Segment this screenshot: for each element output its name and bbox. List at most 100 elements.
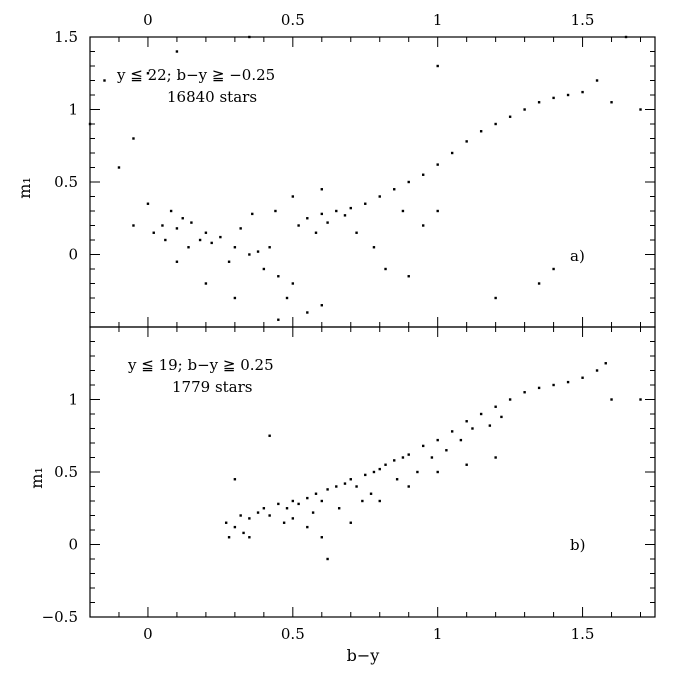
panel-a-point <box>393 188 396 191</box>
panel-b-point <box>291 499 295 503</box>
panel-b-point <box>459 438 463 442</box>
panel-a-point <box>227 260 231 263</box>
panel-b-point <box>343 482 347 485</box>
panel-a-point <box>364 202 367 205</box>
panel-a-point <box>436 64 439 68</box>
panel-a-point <box>291 282 295 285</box>
panel-a-point <box>422 224 425 227</box>
panel-b-point <box>523 391 526 394</box>
panel-b-x-tick-label: 0 <box>143 625 153 643</box>
panel-a-point <box>181 217 184 220</box>
panel-b-point <box>566 380 570 384</box>
panel-a-point <box>306 217 309 220</box>
panel-b-point <box>416 470 419 474</box>
panel-a-point <box>117 166 121 169</box>
panel-b-annotation-line-2: 1779 stars <box>172 378 252 396</box>
panel-b-point <box>508 398 512 401</box>
panel-b-annotation-line-1: y ≦ 19; b−y ≧ 0.25 <box>127 356 274 374</box>
panel-a-point <box>132 137 135 140</box>
panel-a-point <box>187 246 190 249</box>
panel-a-point <box>422 173 425 176</box>
panel-b-point <box>285 507 289 510</box>
panel-b-x-tick-label: 1 <box>433 625 443 643</box>
panel-b-point <box>445 449 448 452</box>
panel-a-point <box>262 267 266 271</box>
panel-b-points <box>224 362 642 561</box>
panel-b-point <box>314 492 318 495</box>
panel-b-point <box>465 420 468 423</box>
panel-b-point <box>422 444 425 448</box>
panel-b-point <box>335 485 338 488</box>
panel-a-point <box>384 267 387 271</box>
panel-a-point <box>581 90 584 94</box>
panel-a-point <box>494 122 497 126</box>
panel-a-y-tick-label: 1 <box>68 101 78 119</box>
panel-b-point <box>595 369 599 372</box>
panel-b-point <box>233 525 237 529</box>
panel-a-point <box>436 163 439 166</box>
panel-b-point <box>268 514 271 517</box>
panel-a-point <box>335 209 338 213</box>
panel-a-point <box>164 238 167 242</box>
panel-b-y-tick-label: −0.5 <box>42 608 78 626</box>
panel-b-point <box>500 415 503 419</box>
panel-b-point <box>494 456 497 459</box>
panel-a-point <box>277 275 280 278</box>
panel-b-point <box>311 511 315 514</box>
panel-a-point <box>566 93 570 97</box>
panel-b-point <box>369 492 373 495</box>
panel-a-label: a) <box>570 247 585 265</box>
panel-a-point <box>508 115 512 118</box>
panel-b-point <box>552 383 555 387</box>
panel-a-y-tick-label: 0 <box>68 246 78 264</box>
panel-b-point <box>242 531 245 535</box>
panel-a-x-tick-label-top: 1.5 <box>571 11 595 29</box>
panel-b-point <box>488 424 492 427</box>
panel-a-point <box>523 108 526 111</box>
panel-a-point <box>372 246 376 249</box>
panel-b-point <box>320 536 323 539</box>
panel-a-point <box>436 209 439 213</box>
panel-a-point <box>277 318 280 321</box>
panel-a-point <box>401 209 405 213</box>
panel-a-point <box>268 246 271 249</box>
panel-b-point <box>401 456 405 459</box>
panel-b-point <box>361 499 364 503</box>
panel-b-point <box>581 376 584 379</box>
panel-b-point <box>471 427 474 430</box>
panel-a-point <box>233 296 237 300</box>
panel-a-y-tick-label: 1.5 <box>54 28 78 46</box>
panel-a-point <box>343 214 347 217</box>
panel-a-point <box>537 282 541 285</box>
panel-a-point <box>320 304 323 307</box>
panel-b-x-tick-label: 1.5 <box>571 625 595 643</box>
panel-b-point <box>393 459 396 462</box>
panel-a-point <box>595 79 599 82</box>
panel-a-point <box>297 224 300 227</box>
panel-a-point <box>306 311 309 314</box>
panel-b-point <box>306 496 309 500</box>
panel-a-point <box>552 96 555 100</box>
panel-b-ylabel: m₁ <box>27 467 46 489</box>
panel-b-point <box>378 467 381 471</box>
panel-a-point <box>161 224 164 227</box>
panel-a-point <box>146 202 150 205</box>
panel-a-point <box>239 227 242 230</box>
panel-b-point <box>239 514 242 517</box>
panel-b-xlabel: b−y <box>347 646 380 665</box>
panel-b-point <box>306 525 309 529</box>
panel-b-point <box>450 430 454 433</box>
panel-a-x-tick-label-top: 0 <box>143 11 153 29</box>
panel-b-point <box>233 478 237 481</box>
panel-a-point <box>256 250 260 253</box>
panel-b-point <box>465 463 468 466</box>
panel-a-point <box>175 227 179 230</box>
panel-a-point <box>450 151 454 155</box>
panel-b-point <box>227 536 231 539</box>
panel-b-point <box>262 507 266 510</box>
panel-a-point <box>291 195 295 198</box>
panel-a-point <box>552 267 555 271</box>
panel-b-point <box>297 502 300 506</box>
panel-b: −0.5 0 0.5 1 0 0.5 1 1.5 y ≦ 19; b−y ≧ 0.25 177… <box>27 326 656 665</box>
